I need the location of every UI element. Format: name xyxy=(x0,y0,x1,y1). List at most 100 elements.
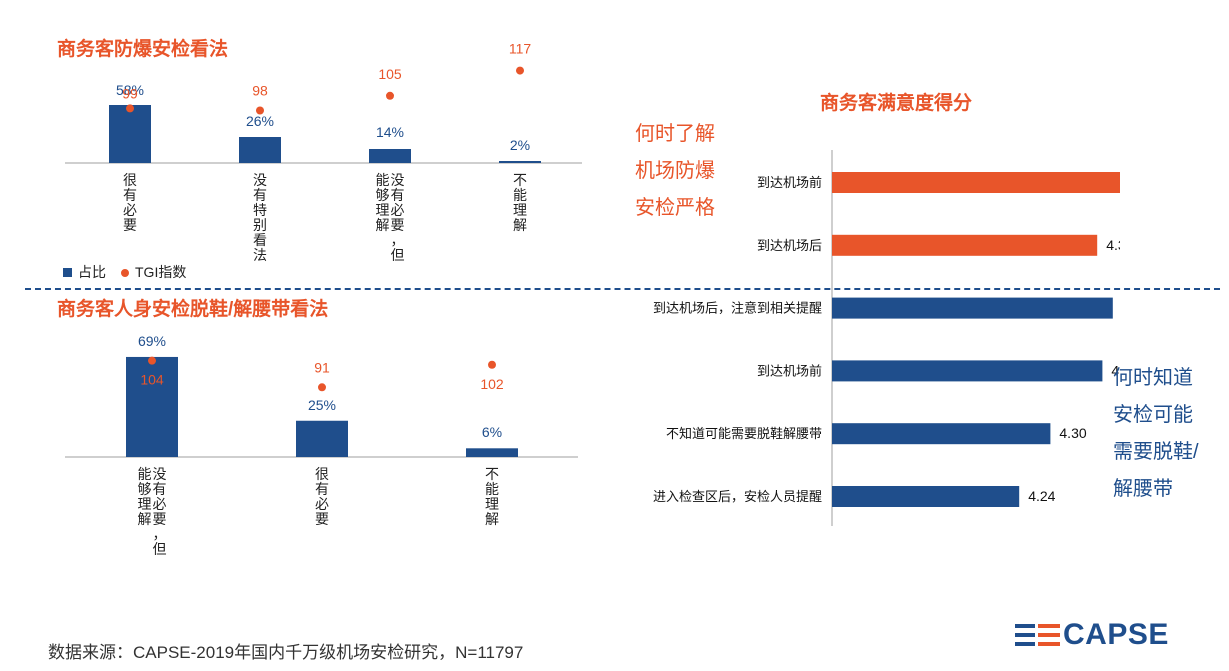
legend-dot-icon xyxy=(121,269,129,277)
side-note-bottom: 何时知道 安检可能 需要脱鞋/ 解腰带 xyxy=(1113,360,1199,508)
category-label-char: 必 xyxy=(391,202,405,218)
hbar xyxy=(832,234,1098,256)
category-label-char: 有 xyxy=(315,481,329,497)
tgi-value-label: 104 xyxy=(140,372,164,388)
tgi-value-label: 117 xyxy=(509,41,532,57)
side-note-top: 何时了解 机场防爆 安检严格 xyxy=(635,116,715,227)
category-label-char: ， xyxy=(391,232,405,248)
bar xyxy=(126,356,178,457)
hbar xyxy=(832,486,1020,507)
tgi-value-label: 105 xyxy=(378,66,402,82)
category-label-char: 够 xyxy=(376,187,390,203)
category-label-char: 有 xyxy=(391,187,405,203)
category-label-char: 能 xyxy=(485,481,499,497)
bar-value-label: 2% xyxy=(510,137,530,153)
hbar-category-label: 进入检查区后，安检人员提醒 xyxy=(653,489,822,504)
category-label-char: 有 xyxy=(123,187,137,203)
category-label-char: 有 xyxy=(153,481,167,497)
chart3-title: 商务客满意度得分 xyxy=(820,93,973,114)
chart1-title: 商务客防爆安检看法 xyxy=(57,39,229,60)
bar-value-label: 6% xyxy=(482,424,502,440)
category-label-char: 不 xyxy=(513,172,527,188)
category-label-char: 很 xyxy=(315,466,329,482)
category-label-char: 没 xyxy=(253,172,267,188)
legend-label: 占比 xyxy=(78,264,106,280)
hbar-category-label: 不知道可能需要脱鞋解腰带 xyxy=(666,426,822,441)
bar-value-label: 14% xyxy=(376,124,404,140)
side-note-line: 安检可能 xyxy=(1113,404,1193,426)
section-divider xyxy=(25,288,1220,290)
tgi-dot xyxy=(386,91,394,100)
logo-text: CAPSE xyxy=(1063,618,1169,651)
data-source: 数据来源：CAPSE-2019年国内千万级机场安检研究，N=11797 xyxy=(48,643,524,662)
category-label-char: 理 xyxy=(513,202,527,218)
bar-value-label: 26% xyxy=(246,113,274,129)
category-label-char: 解 xyxy=(485,511,499,527)
category-label-char: 够 xyxy=(138,481,152,497)
category-label-char: 但 xyxy=(391,247,405,263)
side-note-line: 机场防爆 xyxy=(635,160,715,182)
category-label-char: 没 xyxy=(391,172,405,188)
category-label-char: 看 xyxy=(253,232,267,248)
chart1-svg: 58%99很有必要26%98没有特别看法14%105能够理解没有必要，但2%11… xyxy=(63,41,582,280)
tgi-value-label: 102 xyxy=(480,376,504,392)
legend-label: TGI指数 xyxy=(135,264,186,280)
side-note-line: 安检严格 xyxy=(635,197,715,219)
bar xyxy=(296,420,348,457)
side-note-line: 需要脱鞋/ xyxy=(1113,441,1199,463)
bar xyxy=(369,149,411,163)
bar xyxy=(239,137,281,163)
side-note-line: 何时了解 xyxy=(635,123,715,145)
category-label-char: 要 xyxy=(123,217,137,233)
chart3-svg: 4.57到达机场前4.39到达机场后4.42到达机场后，注意到相关提醒4.40到… xyxy=(653,150,1120,526)
category-label-char: 法 xyxy=(253,247,267,263)
chart2-title: 商务客人身安检脱鞋/解腰带看法 xyxy=(57,299,329,320)
tgi-value-label: 99 xyxy=(122,85,138,101)
tgi-dot xyxy=(126,104,134,113)
hbar-value-label: 4.40 xyxy=(1111,362,1120,378)
tgi-dot xyxy=(516,66,524,75)
capse-logo: CAPSE xyxy=(1013,618,1169,652)
category-label-char: 解 xyxy=(376,217,390,233)
category-label-char: 理 xyxy=(138,496,152,512)
side-note-line: 解腰带 xyxy=(1113,478,1173,500)
tgi-dot xyxy=(488,360,496,369)
category-label-char: 特 xyxy=(253,202,267,218)
category-label-char: 要 xyxy=(391,217,405,233)
category-label-char: 但 xyxy=(153,541,167,557)
category-label-char: 解 xyxy=(513,217,527,233)
category-label-char: 能 xyxy=(376,172,390,188)
category-label-char: 不 xyxy=(485,466,499,482)
hbar xyxy=(832,360,1103,382)
category-label-char: 必 xyxy=(123,202,137,218)
hbar-category-label: 到达机场后，注意到相关提醒 xyxy=(653,301,822,316)
hbar xyxy=(832,423,1051,445)
category-label-char: 解 xyxy=(138,511,152,527)
legend-square-icon xyxy=(63,268,72,277)
category-label-char: 理 xyxy=(485,496,499,512)
logo-mark-icon xyxy=(1015,624,1060,646)
category-label-char: ， xyxy=(153,526,167,542)
category-label-char: 能 xyxy=(513,187,527,203)
category-label-char: 要 xyxy=(315,511,329,527)
category-label-char: 能 xyxy=(138,466,152,482)
hbar xyxy=(832,297,1113,319)
tgi-value-label: 98 xyxy=(252,83,268,99)
category-label-char: 必 xyxy=(315,496,329,512)
hbar xyxy=(832,172,1120,193)
category-label-char: 必 xyxy=(153,496,167,512)
hbar-value-label: 4.39 xyxy=(1106,237,1120,253)
tgi-dot xyxy=(318,383,326,392)
tgi-dot xyxy=(148,356,156,365)
bar-value-label: 25% xyxy=(308,397,336,413)
side-note-line: 何时知道 xyxy=(1113,367,1193,389)
bar-value-label: 69% xyxy=(138,333,166,349)
bar xyxy=(109,105,151,163)
bar xyxy=(499,161,541,163)
category-label-char: 理 xyxy=(376,202,390,218)
hbar-category-label: 到达机场前 xyxy=(757,363,822,378)
hbar-category-label: 到达机场前 xyxy=(757,175,822,190)
hbar-category-label: 到达机场后 xyxy=(757,238,822,253)
category-label-char: 要 xyxy=(153,511,167,527)
